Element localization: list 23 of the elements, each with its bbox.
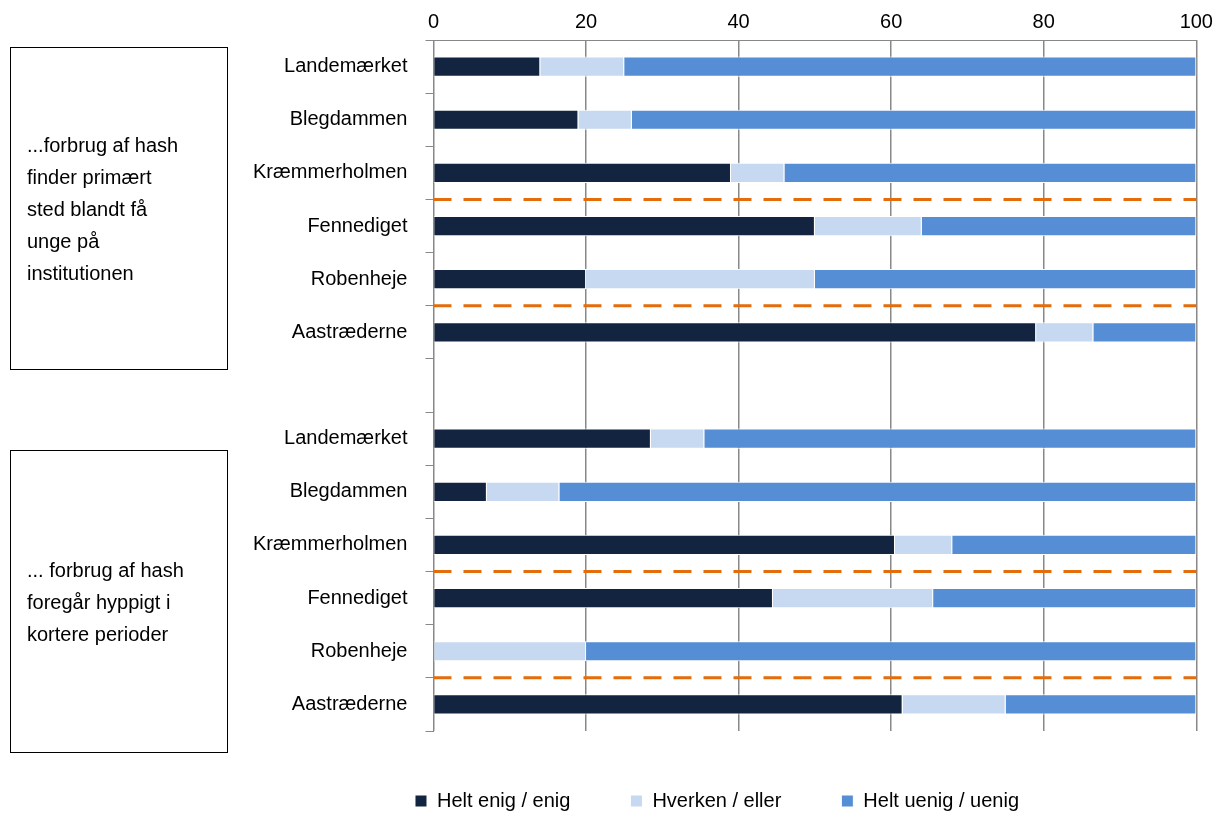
- y-tick-label: Robenheje: [310, 638, 408, 661]
- y-tick-label: Kræmmerholmen: [253, 532, 408, 555]
- y-tick-label: Fennediget: [307, 213, 408, 236]
- y-tick-label: Landemærket: [284, 54, 408, 77]
- text: ...forbrug af hash finder primært sted blandt få unge på institutionen: [27, 132, 180, 286]
- y-tick-label: Aastræderne: [291, 691, 408, 714]
- y-tick-label: Robenheje: [310, 266, 408, 289]
- y-tick-label: Kræmmerholmen: [253, 160, 408, 183]
- y-tick-label: Blegdammen: [289, 479, 408, 502]
- x-tick-label: 60: [880, 9, 903, 32]
- x-tick-label: 0: [427, 9, 440, 32]
- legend-label: Helt uenig / uenig: [863, 788, 1020, 811]
- y-tick-label: Aastræderne: [291, 319, 408, 342]
- x-tick-label: 80: [1032, 9, 1055, 32]
- x-tick-label: 100: [1179, 9, 1213, 32]
- legend-label: Helt enig / enig: [436, 788, 571, 811]
- y-tick-label: Fennediget: [307, 585, 408, 608]
- text: ... forbrug af hash foregår hyppigt i kortere perioder: [27, 557, 185, 647]
- y-tick-label: Landemærket: [284, 426, 408, 449]
- x-tick-label: 40: [727, 9, 750, 32]
- legend-label: Hverken / eller: [652, 788, 782, 811]
- y-tick-label: Blegdammen: [289, 107, 408, 130]
- x-tick-label: 20: [574, 9, 598, 32]
